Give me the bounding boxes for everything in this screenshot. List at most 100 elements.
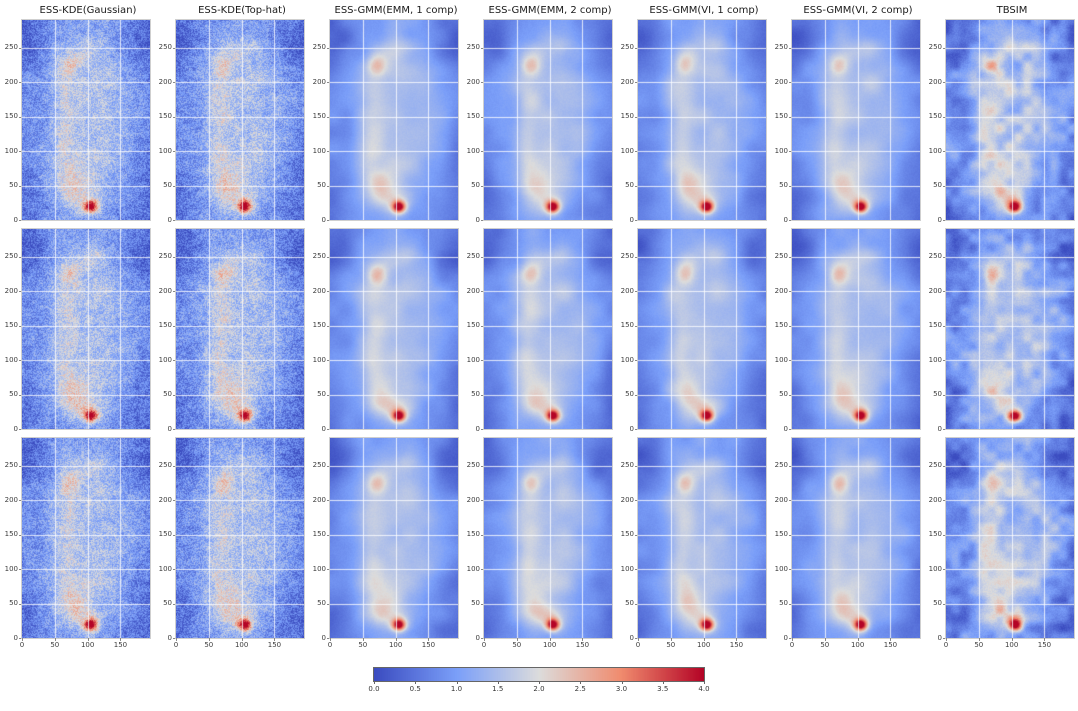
y-tick-mark <box>789 185 792 187</box>
y-tick-label: 50 <box>933 181 942 190</box>
y-tick-label: 150 <box>158 112 172 121</box>
y-tick-label: 200 <box>158 495 172 504</box>
colorbar-tick-mark <box>662 681 664 684</box>
y-tick-mark <box>19 500 22 502</box>
y-tick-mark <box>943 500 946 502</box>
y-tick-mark <box>789 500 792 502</box>
heatmap-panel: 0 50 100 150 200 250 <box>924 19 1078 224</box>
y-tick-label: 150 <box>312 321 326 330</box>
y-tick-label: 200 <box>158 286 172 295</box>
heatmap-canvas <box>175 228 305 430</box>
y-tick-label: 200 <box>928 495 942 504</box>
heatmap-panel: 0 50 100 150 200 250 <box>924 437 1078 642</box>
y-tick-label: 250 <box>620 43 634 52</box>
heatmap-panel: 0 50 100 150 200 250 <box>0 19 154 224</box>
x-axis: 0 50 100 150 <box>924 638 1078 650</box>
y-tick-mark <box>19 151 22 153</box>
y-tick-mark <box>327 534 330 536</box>
y-tick-label: 0 <box>629 215 634 224</box>
y-tick-mark <box>635 82 638 84</box>
y-tick-label: 200 <box>620 286 634 295</box>
x-tick-label: 50 <box>50 641 60 649</box>
y-tick-label: 200 <box>312 77 326 86</box>
y-tick-mark <box>173 394 176 396</box>
figure-column: ESS-GMM(VI, 1 comp) 0 50 100 150 200 250 0 50 100… <box>616 4 770 650</box>
y-tick-label: 250 <box>312 43 326 52</box>
x-tick-mark <box>582 638 584 641</box>
y-tick-mark <box>943 603 946 605</box>
y-tick-mark <box>635 360 638 362</box>
panel-title: ESS-KDE(Gaussian) <box>39 5 137 16</box>
heatmap-canvas <box>483 19 613 221</box>
figure-column: TBSIM 0 50 100 150 200 250 0 50 100 150 200 250 0 50 10… <box>924 4 1078 650</box>
y-tick-mark <box>19 116 22 118</box>
colorbar-tick-mark <box>374 681 375 684</box>
heatmap-panel: 0 50 100 150 200 250 <box>308 437 462 642</box>
x-tick-label: 0 <box>635 641 641 649</box>
y-tick-mark <box>789 151 792 153</box>
y-tick-label: 200 <box>620 495 634 504</box>
heatmap-panel: 0 50 100 150 200 250 <box>154 19 308 224</box>
y-tick-mark <box>19 569 22 571</box>
y-tick-mark <box>943 151 946 153</box>
heatmap-canvas <box>945 228 1075 430</box>
y-tick-mark <box>173 500 176 502</box>
x-axis: 0 50 100 150 <box>462 638 616 650</box>
y-tick-label: 100 <box>158 564 172 573</box>
x-tick-mark <box>120 638 122 641</box>
y-tick-mark <box>327 116 330 118</box>
y-tick-label: 0 <box>475 215 480 224</box>
x-tick-label: 150 <box>267 641 282 649</box>
y-tick-label: 0 <box>783 215 788 224</box>
y-tick-mark <box>789 569 792 571</box>
y-tick-mark <box>635 116 638 118</box>
y-tick-label: 200 <box>466 286 480 295</box>
y-tick-mark <box>943 325 946 327</box>
y-tick-label: 150 <box>4 112 18 121</box>
y-tick-label: 150 <box>158 321 172 330</box>
y-tick-mark <box>481 569 484 571</box>
y-tick-label: 150 <box>774 321 788 330</box>
y-tick-mark <box>481 603 484 605</box>
x-tick-mark <box>22 638 23 641</box>
y-tick-label: 150 <box>158 530 172 539</box>
y-tick-mark <box>481 116 484 118</box>
panel-title: ESS-KDE(Top-hat) <box>198 5 286 16</box>
y-tick-label: 0 <box>783 633 788 642</box>
y-tick-mark <box>327 465 330 467</box>
heatmap-canvas <box>791 437 921 639</box>
heatmap-panel: 0 50 100 150 200 250 <box>770 228 924 433</box>
heatmap-panel: 0 50 100 150 200 250 <box>0 437 154 642</box>
y-tick-mark <box>481 291 484 293</box>
y-tick-mark <box>943 569 946 571</box>
x-tick-label: 150 <box>113 641 128 649</box>
colorbar-ticks: 0.0 0.5 1.0 1.5 2.0 2.5 3.0 3.5 4.0 <box>368 681 710 693</box>
heatmap-panel: 0 50 100 150 200 250 <box>770 19 924 224</box>
y-tick-label: 0 <box>167 633 172 642</box>
y-tick-mark <box>943 394 946 396</box>
heatmap-panel: 0 50 100 150 200 250 <box>616 437 770 642</box>
y-tick-label: 0 <box>937 424 942 433</box>
colorbar-tick-mark <box>704 681 705 684</box>
y-tick-label: 50 <box>779 181 788 190</box>
heatmap-canvas <box>175 19 305 221</box>
colorbar-tick-label: 2.5 <box>574 685 586 693</box>
y-tick-label: 0 <box>167 424 172 433</box>
panel-title: ESS-GMM(EMM, 2 comp) <box>488 5 612 16</box>
y-tick-label: 250 <box>312 461 326 470</box>
y-tick-label: 50 <box>779 390 788 399</box>
heatmap-canvas <box>483 228 613 430</box>
x-tick-label: 150 <box>883 641 898 649</box>
x-tick-mark <box>516 638 518 641</box>
y-tick-mark <box>327 569 330 571</box>
colorbar-tick-mark <box>621 681 623 684</box>
heatmap-panel: 0 50 100 150 200 250 <box>154 437 308 642</box>
heatmap-canvas <box>21 437 151 639</box>
y-tick-label: 150 <box>620 112 634 121</box>
y-tick-label: 0 <box>629 424 634 433</box>
y-tick-mark <box>481 325 484 327</box>
y-tick-mark <box>481 256 484 258</box>
y-tick-label: 0 <box>321 633 326 642</box>
y-tick-mark <box>481 394 484 396</box>
heatmap-canvas <box>637 437 767 639</box>
